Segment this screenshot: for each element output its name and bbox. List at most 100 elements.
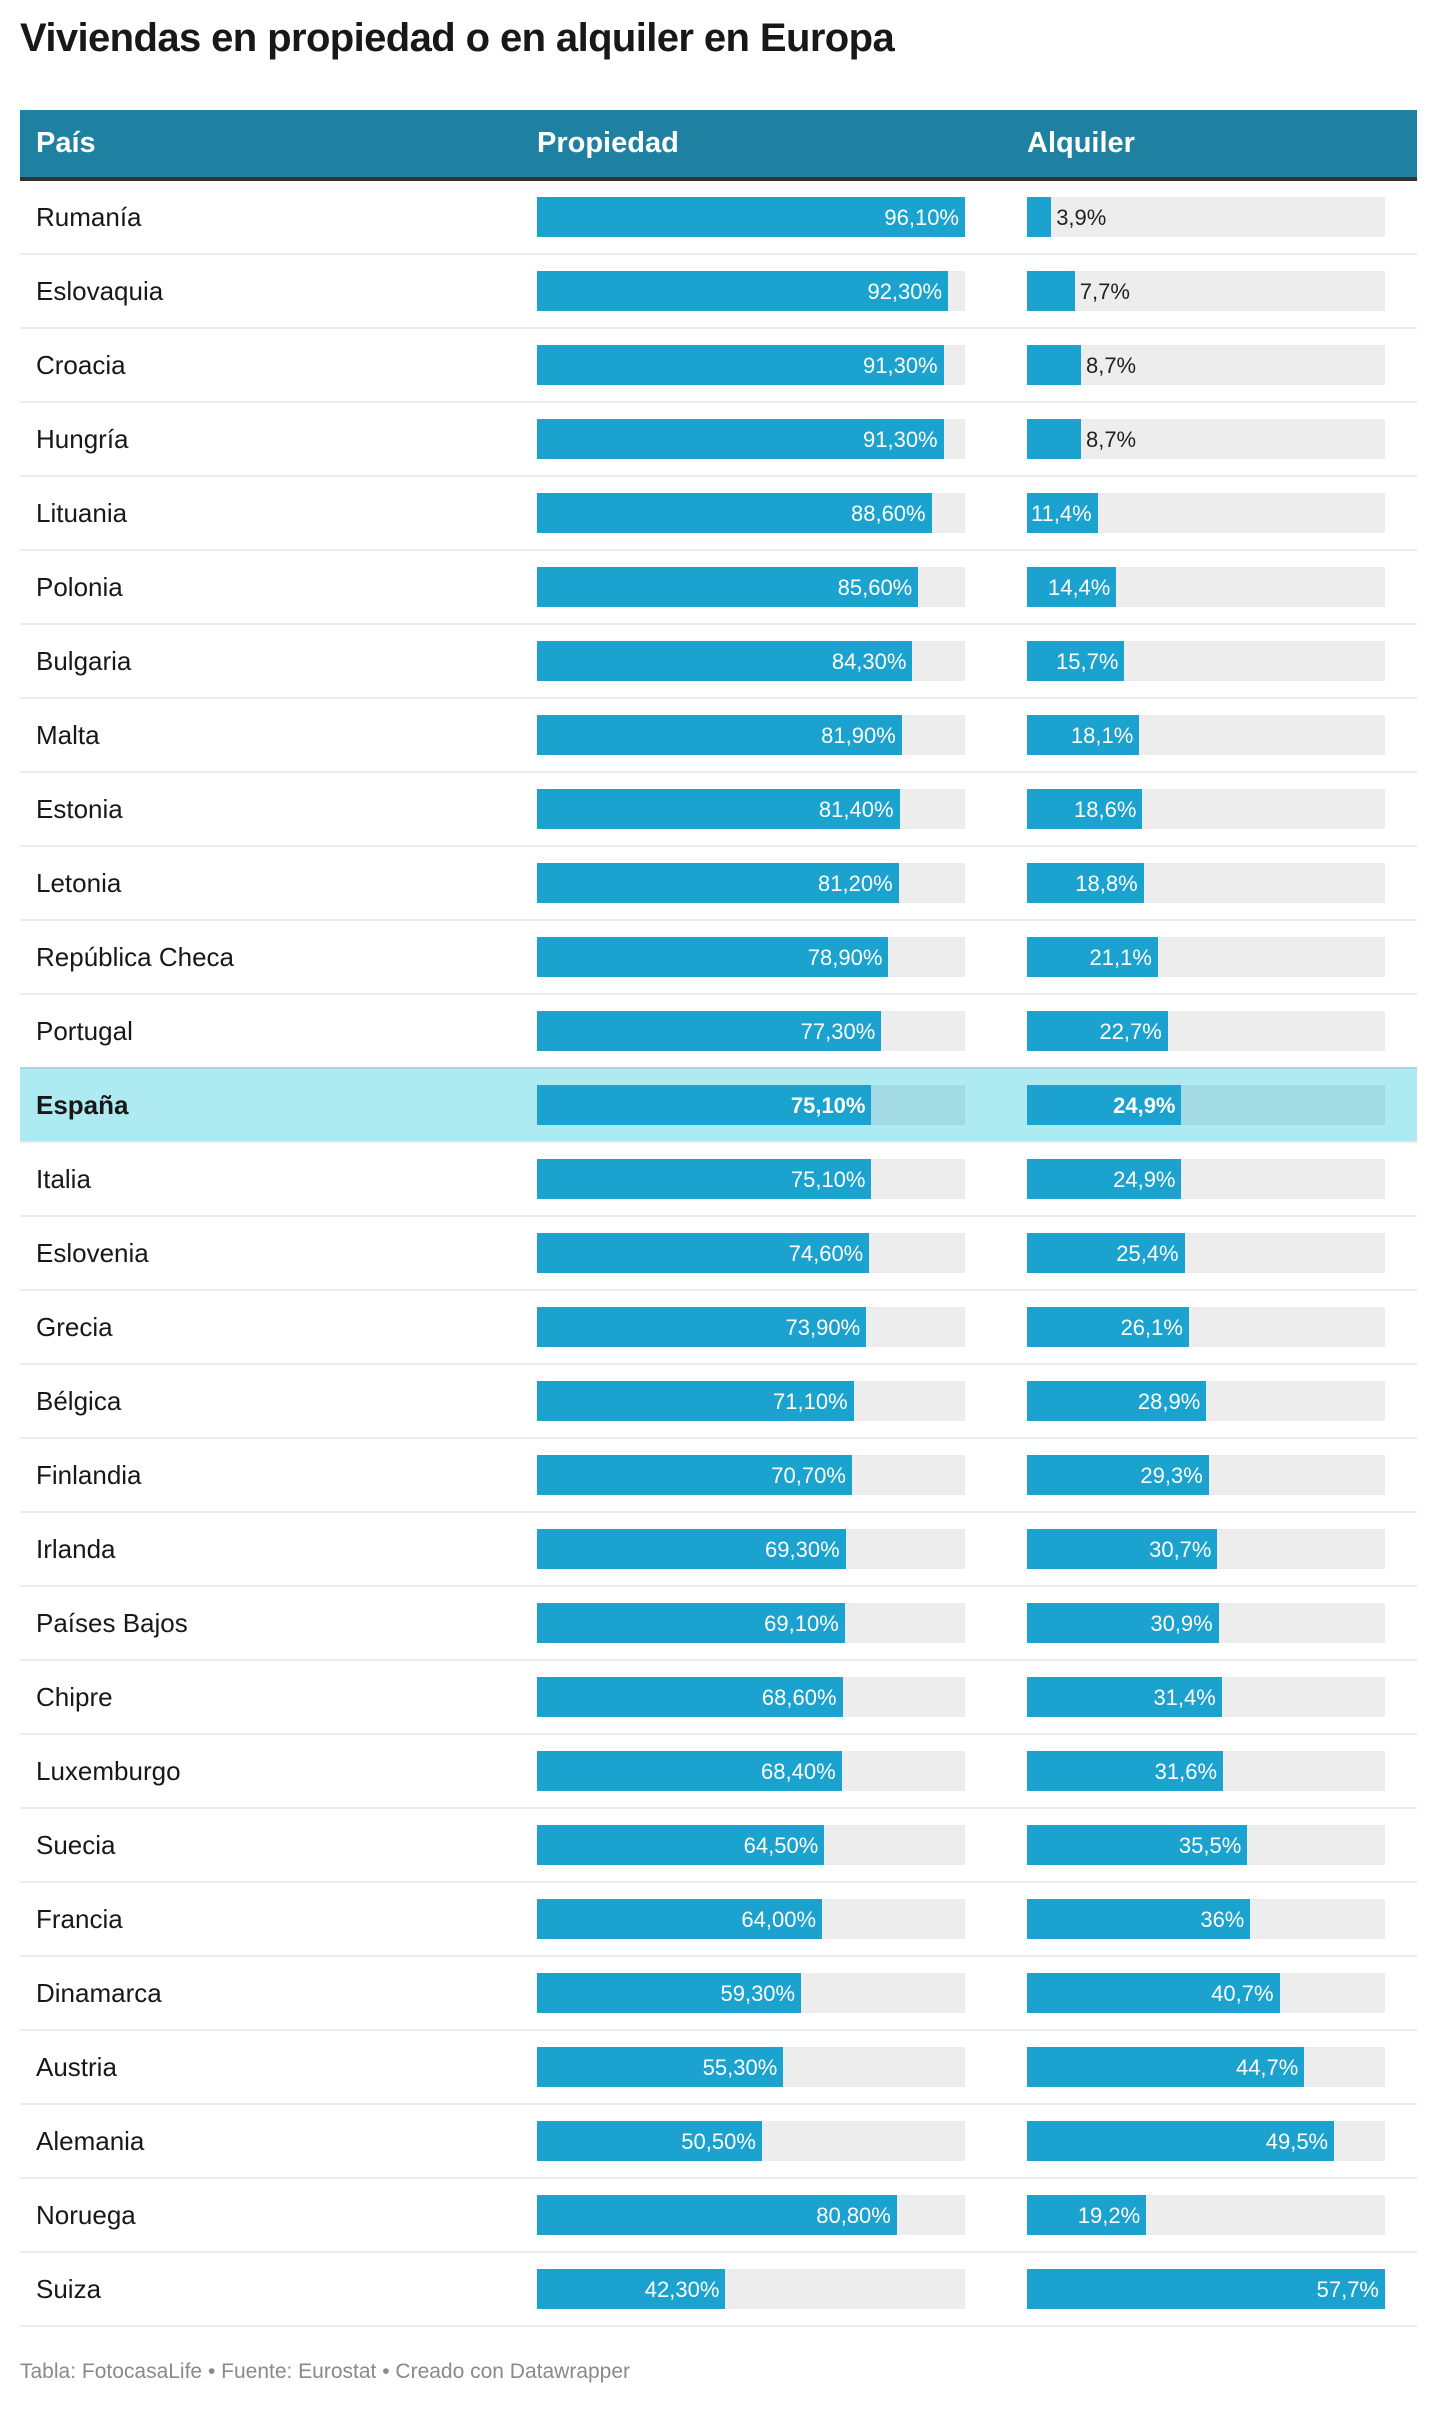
- owned-bar-track: 50,50%: [537, 2121, 965, 2161]
- country-name: Países Bajos: [36, 1608, 188, 1638]
- rented-bar: [1027, 1381, 1207, 1421]
- rented-value-label: 28,9%: [1137, 1389, 1201, 1414]
- rented-bar-track: 26,1%: [1027, 1307, 1385, 1347]
- owned-value-label: 42,30%: [644, 2277, 720, 2302]
- owned-value-label: 68,40%: [761, 1759, 836, 1784]
- rented-value-label: 14,4%: [1047, 575, 1111, 600]
- table-row: Italia 75,10% 24,9%: [20, 1143, 1417, 1217]
- country-name: Francia: [36, 1904, 123, 1934]
- rented-value-label: 49,5%: [1265, 2129, 1329, 2154]
- country-name: Noruega: [36, 2200, 136, 2230]
- rented-bar-track: 15,7%: [1027, 641, 1385, 681]
- rented-bar-track: 29,3%: [1027, 1455, 1385, 1495]
- table-row: Alemania 50,50% 49,5%: [20, 2105, 1417, 2179]
- owned-bar: [537, 1751, 842, 1791]
- rented-value-label: 15,7%: [1056, 649, 1119, 674]
- rented-bar-track: 25,4%: [1027, 1233, 1385, 1273]
- rented-bar: [1027, 345, 1081, 385]
- owned-bar: [537, 1011, 882, 1051]
- column-header-rented[interactable]: Alquiler: [1027, 127, 1135, 159]
- rented-bar-track: 19,2%: [1027, 2195, 1385, 2235]
- country-name: Malta: [36, 720, 100, 750]
- owned-bar-track: 42,30%: [537, 2269, 965, 2309]
- country-name: Bélgica: [36, 1386, 122, 1416]
- rented-bar-track: 8,7%: [1027, 345, 1385, 385]
- owned-bar-track: 64,50%: [537, 1825, 965, 1865]
- table-row: Noruega 80,80% 19,2%: [20, 2179, 1417, 2253]
- owned-bar: [537, 1085, 872, 1125]
- rented-bar: [1027, 1085, 1182, 1125]
- country-name: España: [36, 1090, 129, 1120]
- table-row: Eslovaquia 92,30% 7,7%: [20, 255, 1417, 329]
- owned-bar-track: 91,30%: [537, 345, 965, 385]
- country-name: Eslovenia: [36, 1238, 149, 1268]
- rented-value-label: 24,9%: [1113, 1167, 1176, 1192]
- owned-bar: [537, 863, 899, 903]
- rented-bar: [1027, 1307, 1189, 1347]
- owned-bar: [537, 567, 919, 607]
- table-row: Bulgaria 84,30% 15,7%: [20, 625, 1417, 699]
- table-row: Luxemburgo 68,40% 31,6%: [20, 1735, 1417, 1809]
- owned-bar: [537, 937, 889, 977]
- country-name: Alemania: [36, 2126, 145, 2156]
- owned-bar-track: 69,10%: [537, 1603, 965, 1643]
- rented-bar-track: 18,8%: [1027, 863, 1385, 903]
- country-name: Suiza: [36, 2274, 102, 2304]
- table-row: Grecia 73,90% 26,1%: [20, 1291, 1417, 1365]
- table-row: Irlanda 69,30% 30,7%: [20, 1513, 1417, 1587]
- rented-bar: [1027, 1677, 1222, 1717]
- owned-bar-track: 91,30%: [537, 419, 965, 459]
- country-name: Croacia: [36, 350, 126, 380]
- table-row: República Checa 78,90% 21,1%: [20, 921, 1417, 995]
- table-row: Países Bajos 69,10% 30,9%: [20, 1587, 1417, 1661]
- page-title: Viviendas en propiedad o en alquiler en …: [20, 16, 895, 60]
- owned-value-label: 50,50%: [681, 2129, 756, 2154]
- rented-bar-track: 18,6%: [1027, 789, 1385, 829]
- owned-bar-track: 64,00%: [537, 1899, 965, 1939]
- rented-value-label: 18,6%: [1074, 797, 1137, 822]
- owned-value-label: 80,80%: [816, 2203, 891, 2228]
- owned-value-label: 70,70%: [771, 1463, 846, 1488]
- rented-bar: [1027, 1603, 1219, 1643]
- column-header-owned[interactable]: Propiedad: [537, 127, 679, 159]
- owned-value-label: 69,30%: [765, 1537, 840, 1562]
- owned-bar: [537, 2047, 784, 2087]
- country-name: República Checa: [36, 942, 235, 972]
- table-row: Lituania 88,60% 11,4%: [20, 477, 1417, 551]
- rented-bar: [1027, 419, 1081, 459]
- rented-bar: [1027, 715, 1140, 755]
- country-name: Rumanía: [36, 202, 142, 232]
- table-row: Francia 64,00% 36%: [20, 1883, 1417, 1957]
- owned-value-label: 71,10%: [773, 1389, 848, 1414]
- owned-bar: [537, 1307, 867, 1347]
- table-row: Letonia 81,20% 18,8%: [20, 847, 1417, 921]
- rented-bar: [1027, 1529, 1218, 1569]
- table-row: Bélgica 71,10% 28,9%: [20, 1365, 1417, 1439]
- table-row: Finlandia 70,70% 29,3%: [20, 1439, 1417, 1513]
- rented-value-label: 57,7%: [1316, 2277, 1379, 2302]
- country-name: Chipre: [36, 1682, 113, 1712]
- column-header-country[interactable]: País: [36, 127, 96, 159]
- owned-value-label: 68,60%: [761, 1685, 837, 1710]
- table-row: España 75,10% 24,9%: [20, 1067, 1417, 1143]
- owned-bar: [537, 271, 949, 311]
- owned-bar: [537, 345, 944, 385]
- table-row: Malta 81,90% 18,1%: [20, 699, 1417, 773]
- table-row: Suecia 64,50% 35,5%: [20, 1809, 1417, 1883]
- rented-bar: [1027, 567, 1117, 607]
- rented-value-label: 26,1%: [1120, 1315, 1183, 1340]
- table-row: Suiza 42,30% 57,7%: [20, 2253, 1417, 2327]
- rented-bar-track: 22,7%: [1027, 1011, 1385, 1051]
- owned-bar-track: 69,30%: [537, 1529, 965, 1569]
- rented-bar-track: 31,6%: [1027, 1751, 1385, 1791]
- owned-bar: [537, 493, 932, 533]
- country-name: Finlandia: [36, 1460, 142, 1490]
- owned-bar-track: 85,60%: [537, 567, 965, 607]
- rented-value-label: 24,9%: [1113, 1093, 1176, 1118]
- rented-bar: [1027, 1825, 1248, 1865]
- rented-bar-track: 44,7%: [1027, 2047, 1385, 2087]
- owned-value-label: 85,60%: [837, 575, 913, 600]
- owned-bar-track: 88,60%: [537, 493, 965, 533]
- owned-bar: [537, 715, 902, 755]
- rented-bar-track: 28,9%: [1027, 1381, 1385, 1421]
